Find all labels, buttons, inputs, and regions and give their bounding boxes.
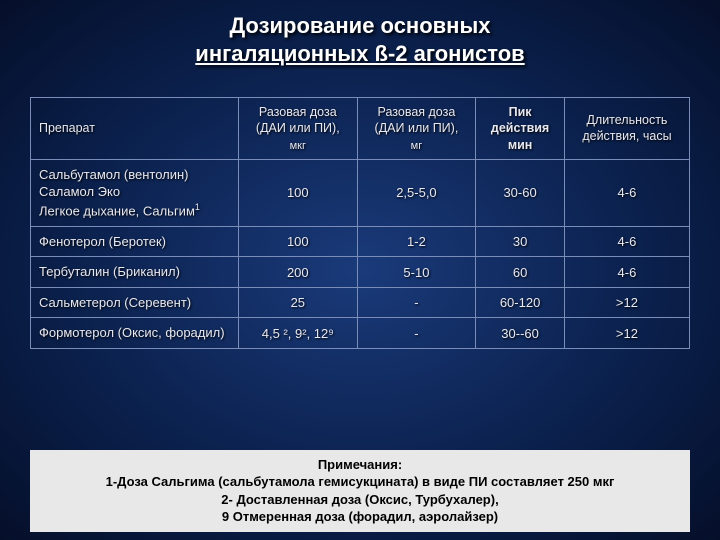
cell-dose-mg: 1-2 [357,226,476,257]
cell-peak: 30 [476,226,565,257]
col-dose-mg: Разовая доза (ДАИ или ПИ), мг [357,98,476,160]
col-duration: Длительность действия, часы [564,98,689,160]
dosing-table: Препарат Разовая доза (ДАИ или ПИ), мкг … [30,97,690,349]
table-row: Формотерол (Оксис, форадил) 4,5 ², 9², 1… [31,318,690,349]
cell-dose-mcg: 100 [239,226,358,257]
table-row: Фенотерол (Беротек) 100 1-2 30 4-6 [31,226,690,257]
notes-line: 2- Доставленная доза (Оксис, Турбухалер)… [221,492,498,507]
cell-drug: Тербуталин (Бриканил) [31,257,239,288]
cell-drug: Сальбутамол (вентолин) Саламол Эко Легко… [31,159,239,226]
cell-dose-mcg: 200 [239,257,358,288]
cell-dose-mcg: 100 [239,159,358,226]
cell-duration: >12 [564,318,689,349]
table-header-row: Препарат Разовая доза (ДАИ или ПИ), мкг … [31,98,690,160]
col-peak: Пик действия мин [476,98,565,160]
slide-title: Дозирование основных ингаляционных ß-2 а… [30,12,690,67]
col-drug: Препарат [31,98,239,160]
cell-duration: 4-6 [564,159,689,226]
notes-line: Примечания: [318,457,402,472]
cell-peak: 30-60 [476,159,565,226]
notes-line: 9 Отмеренная доза (форадил, аэролайзер) [222,509,498,524]
cell-dose-mcg: 25 [239,287,358,318]
table-row: Сальметерол (Серевент) 25 - 60-120 >12 [31,287,690,318]
cell-drug: Фенотерол (Беротек) [31,226,239,257]
cell-drug: Формотерол (Оксис, форадил) [31,318,239,349]
notes-box: Примечания: 1-Доза Сальгима (сальбутамол… [30,450,690,532]
cell-dose-mg: - [357,287,476,318]
cell-peak: 60-120 [476,287,565,318]
cell-duration: 4-6 [564,226,689,257]
cell-dose-mg: 5-10 [357,257,476,288]
cell-dose-mg: 2,5-5,0 [357,159,476,226]
cell-dose-mcg: 4,5 ², 9², 12⁹ [239,318,358,349]
cell-drug: Сальметерол (Серевент) [31,287,239,318]
title-line-1: Дозирование основных [229,13,490,38]
cell-peak: 60 [476,257,565,288]
table-row: Тербуталин (Бриканил) 200 5-10 60 4-6 [31,257,690,288]
notes-line: 1-Доза Сальгима (сальбутамола гемисукцин… [106,474,615,489]
cell-duration: 4-6 [564,257,689,288]
cell-duration: >12 [564,287,689,318]
cell-dose-mg: - [357,318,476,349]
table-row: Сальбутамол (вентолин) Саламол Эко Легко… [31,159,690,226]
cell-peak: 30--60 [476,318,565,349]
col-dose-mcg: Разовая доза (ДАИ или ПИ), мкг [239,98,358,160]
title-line-2: ингаляционных ß-2 агонистов [195,41,524,66]
